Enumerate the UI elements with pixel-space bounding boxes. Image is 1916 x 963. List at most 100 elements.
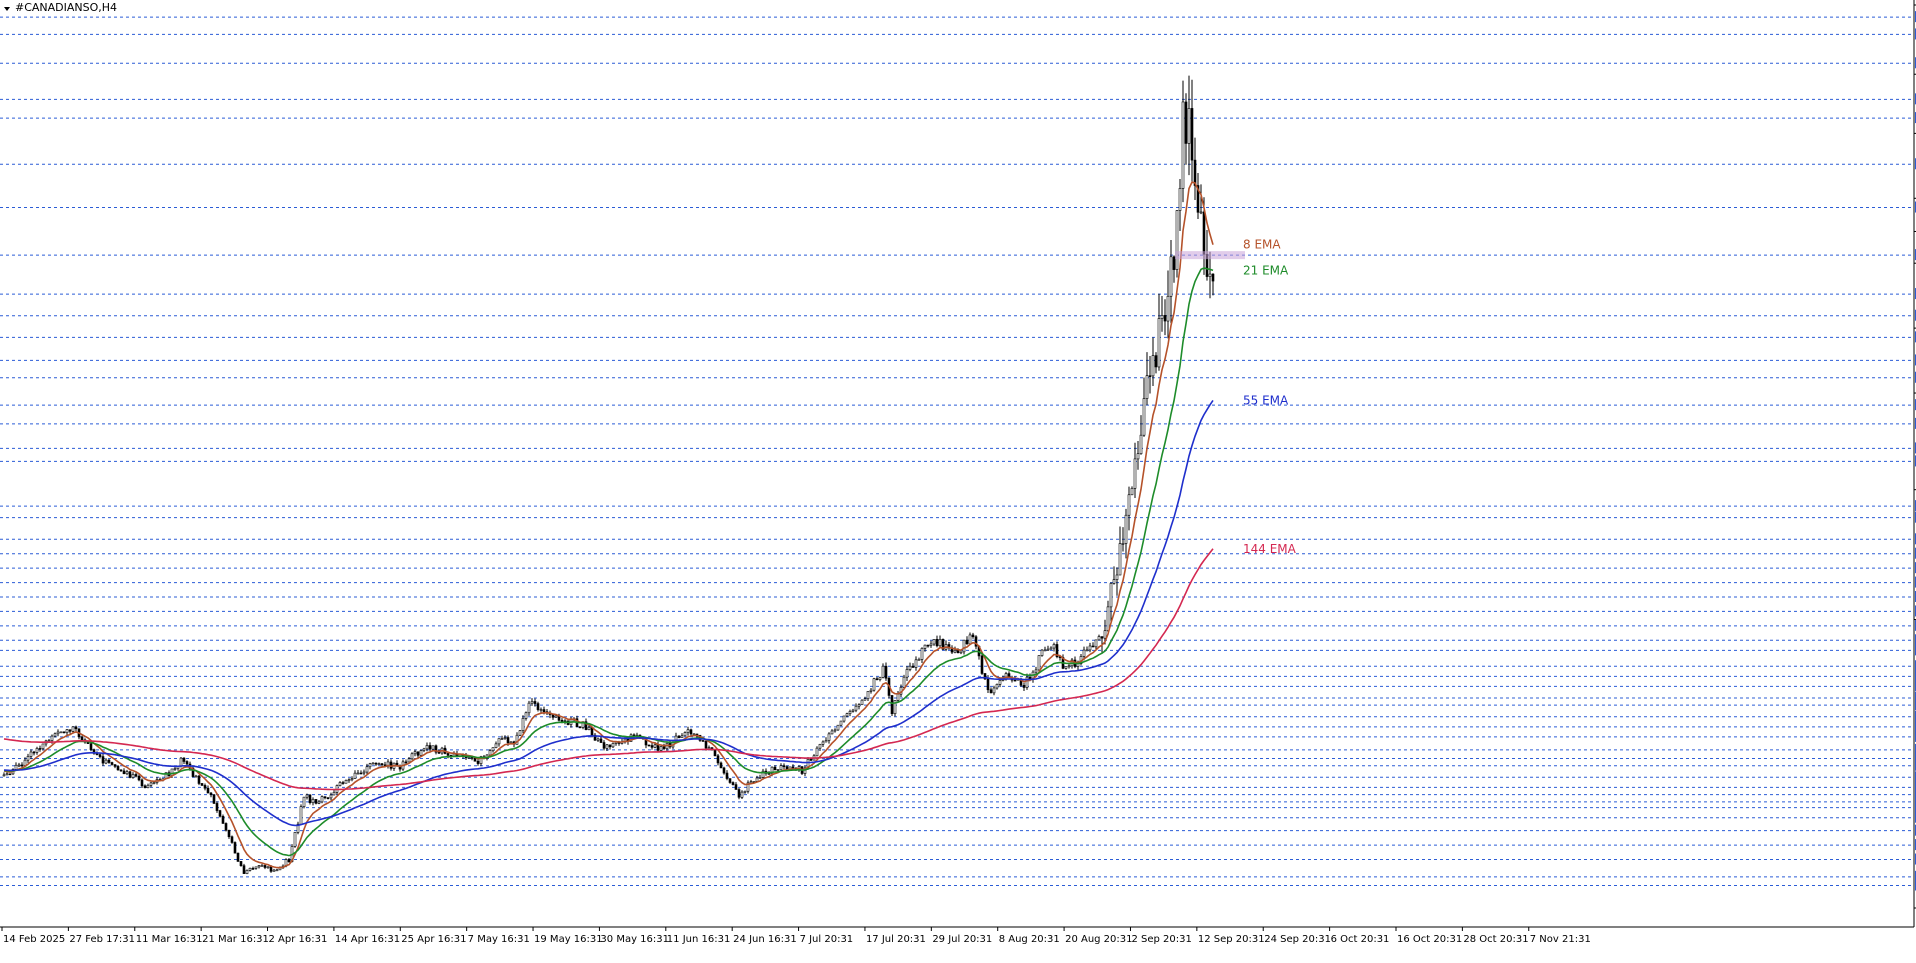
candle-body: [299, 806, 303, 825]
candle-body: [410, 753, 414, 760]
candle-body: [431, 745, 435, 750]
candle-body: [80, 736, 84, 741]
candle-body: [893, 700, 897, 715]
candle-body: [1133, 458, 1137, 489]
candle-body: [701, 740, 705, 742]
candle-body: [122, 770, 126, 775]
candle-body: [143, 785, 147, 789]
candle-body: [17, 764, 21, 767]
candle-body: [137, 775, 141, 781]
candle-body: [908, 665, 912, 670]
candle-body: [104, 759, 108, 764]
candle-body: [197, 775, 201, 784]
candle-body: [953, 649, 957, 653]
candle-body: [728, 778, 732, 783]
time-tick-label: 7 Nov 21:31: [1530, 934, 1591, 945]
ema-line: [3, 181, 1214, 869]
candle-body: [746, 782, 750, 792]
candle-body: [1166, 295, 1170, 322]
candle-body: [677, 735, 681, 738]
candle-body: [926, 644, 930, 647]
candle-body: [419, 750, 423, 756]
candle-body: [593, 734, 597, 741]
candle-body: [827, 733, 831, 741]
candle-body: [341, 782, 345, 784]
candle-body: [1121, 543, 1125, 545]
candle-body: [29, 751, 33, 757]
candle-body: [815, 747, 819, 757]
candle-body: [500, 738, 504, 740]
ema-series: [3, 181, 1214, 869]
candle-body: [35, 748, 39, 753]
candle-body: [1046, 648, 1050, 651]
candle-body: [350, 778, 354, 781]
candle-body: [941, 639, 945, 650]
candle-body: [1127, 494, 1131, 516]
candle-body: [239, 861, 243, 866]
candle-body: [956, 649, 960, 654]
candle-body: [356, 772, 360, 775]
candle-body: [149, 782, 153, 786]
candle-body: [293, 832, 297, 847]
candle-body: [206, 787, 210, 794]
candle-body: [1169, 256, 1173, 297]
candle-body: [1178, 188, 1182, 211]
candle-body: [872, 678, 876, 691]
candle-body: [554, 715, 558, 718]
candle-body: [650, 745, 654, 748]
candle-body: [1067, 665, 1071, 668]
candle-body: [1025, 676, 1029, 688]
candle-body: [269, 866, 273, 872]
candle-body: [905, 669, 909, 678]
candle-body: [119, 769, 123, 772]
candle-body: [221, 815, 225, 824]
candle-body: [839, 720, 843, 726]
time-tick-label: 2 Sep 20:31: [1131, 934, 1191, 945]
time-tick-label: 28 Oct 20:31: [1463, 934, 1528, 945]
ema-label: 55 EMA: [1243, 393, 1289, 407]
candle-body: [308, 794, 312, 803]
time-tick-label: 6 Oct 20:31: [1331, 934, 1390, 945]
candle-body: [320, 796, 324, 803]
ema-label: 144 EMA: [1243, 542, 1297, 556]
candle-body: [296, 823, 300, 833]
candle-body: [995, 684, 999, 689]
candle-body: [209, 792, 213, 796]
candle-body: [596, 738, 600, 741]
candle-body: [863, 698, 867, 701]
candle-body: [242, 865, 246, 874]
candle-body: [326, 797, 330, 800]
candle-body: [1052, 644, 1056, 649]
candle-body: [1088, 645, 1092, 651]
candle-body: [971, 634, 975, 638]
candle-body: [515, 734, 519, 745]
candle-body: [53, 733, 57, 737]
candle-body: [224, 823, 228, 831]
candle-body: [965, 639, 969, 645]
candle-body: [134, 774, 138, 777]
candle-body: [959, 651, 963, 654]
candle-body: [344, 780, 348, 784]
candle-body: [353, 772, 357, 779]
chart-menu-triangle-icon[interactable]: [4, 7, 10, 11]
candle-body: [404, 761, 408, 764]
candle-body: [317, 801, 321, 804]
candle-body: [527, 702, 531, 714]
candle-body: [41, 743, 45, 749]
time-axis: 14 Feb 2025 27 Feb 17:31 11 Mar 16:31 21 Ma…: [1, 927, 1591, 945]
candle-body: [140, 779, 144, 787]
candle-body: [848, 711, 852, 714]
candle-body: [749, 781, 753, 784]
candle-body: [842, 715, 846, 722]
time-tick-label: 2 Apr 16:31: [269, 934, 328, 945]
candle-body: [272, 869, 276, 872]
candle-body: [323, 796, 327, 799]
candle-body: [542, 709, 546, 713]
time-tick-label: 16 Oct 20:31: [1397, 934, 1462, 945]
candle-body: [773, 766, 777, 771]
candle-body: [740, 791, 744, 798]
candle-body: [983, 673, 987, 680]
candle-body: [362, 771, 366, 774]
